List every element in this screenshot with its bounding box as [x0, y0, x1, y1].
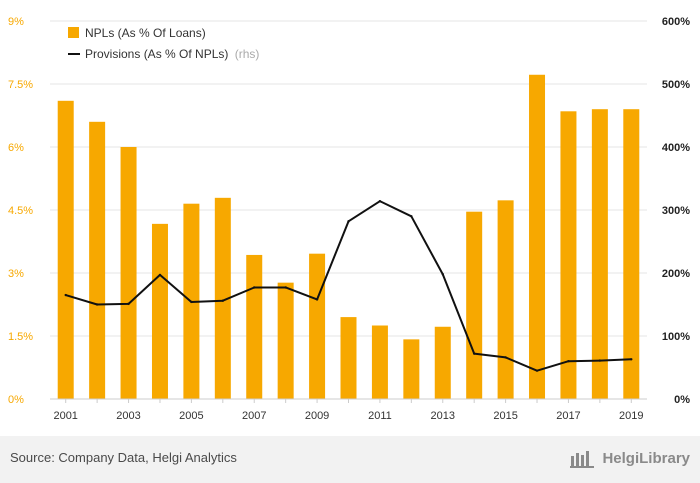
legend-label-provisions: Provisions (As % Of NPLs) (rhs): [85, 47, 259, 61]
npl-bar-2019: [623, 109, 640, 399]
provisions-point-2012: [410, 215, 413, 218]
x-tick-label-2007: 2007: [242, 410, 266, 422]
x-tick-label-2019: 2019: [619, 410, 643, 422]
brand-name: HelgiLibrary: [602, 449, 690, 467]
library-icon: [570, 451, 595, 468]
provisions-point-2006: [221, 299, 225, 302]
provisions-point-2018: [598, 359, 602, 362]
npl-bar-2006: [214, 197, 231, 399]
x-tick-label-2003: 2003: [116, 410, 140, 422]
legend-label-provisions-suffix: (rhs): [235, 47, 260, 61]
y-left-tick-label: 6%: [8, 142, 24, 154]
npl-bar-2010: [340, 317, 357, 399]
npl-bar-2002: [89, 121, 106, 400]
npl-bar-2004: [151, 223, 168, 399]
y-right-tick-label: 600%: [662, 16, 690, 28]
x-tick-label-2005: 2005: [179, 410, 203, 422]
npl-bar-2007: [246, 254, 263, 399]
gridlines: [50, 20, 647, 400]
provisions-point-2003: [127, 302, 130, 306]
x-tick-label-2017: 2017: [556, 410, 580, 422]
y-right-tick-label: 100%: [662, 331, 690, 343]
npl-bar-2018: [591, 109, 608, 399]
npl-bar-2011: [371, 325, 388, 399]
npl-bars: [57, 74, 640, 400]
legend: NPLs (As % Of Loans) Provisions (As % Of…: [68, 26, 259, 61]
x-tick-label-2009: 2009: [305, 410, 329, 422]
provisions-point-2011: [378, 199, 382, 203]
provisions-point-2016: [535, 369, 539, 372]
footer: Source: Company Data, Helgi Analytics He…: [0, 436, 700, 483]
npl-bar-2003: [120, 147, 137, 399]
x-tick-label-2015: 2015: [493, 410, 517, 422]
provisions-point-2015: [504, 356, 507, 359]
axes: 0% 0% 1.5% 100% 3% 200% 4.5% 300% 6% 400% 7.5% 500%…: [8, 16, 690, 422]
provisions-point-2009: [315, 298, 319, 301]
y-right-tick-label: 200%: [662, 268, 690, 280]
y-right-tick-label: 500%: [662, 79, 690, 91]
npl-bar-2016: [529, 74, 546, 399]
provisions-point-2019: [630, 358, 633, 361]
provisions-point-2008: [284, 286, 287, 289]
y-right-tick-label: 400%: [662, 142, 690, 154]
y-right-tick-label: 0%: [674, 394, 690, 406]
npl-bar-2015: [497, 200, 514, 399]
source-text: Source: Company Data, Helgi Analytics: [10, 450, 237, 465]
provisions-point-2001: [64, 293, 67, 297]
legend-label-npls: NPLs (As % Of Loans): [85, 26, 206, 40]
y-left-tick-label: 4.5%: [8, 205, 33, 217]
npl-bar-2013: [434, 326, 451, 399]
provisions-point-2013: [441, 273, 444, 276]
provisions-point-2007: [253, 286, 256, 289]
provisions-point-2004: [158, 273, 162, 277]
x-tick-label-2011: 2011: [368, 410, 392, 422]
legend-swatch-npls: [68, 27, 79, 38]
provisions-point-2005: [190, 300, 193, 304]
y-left-tick-label: 7.5%: [8, 79, 33, 91]
provisions-point-2010: [347, 220, 350, 223]
y-left-tick-label: 0%: [8, 394, 24, 406]
legend-label-provisions-name: Provisions (As % Of NPLs): [85, 47, 228, 61]
y-left-tick-label: 9%: [8, 16, 24, 28]
npl-bar-2001: [57, 100, 74, 400]
npl-bar-2014: [466, 211, 483, 399]
chart-plot: 0% 0% 1.5% 100% 3% 200% 4.5% 300% 6% 400% 7.5% 500%…: [8, 16, 690, 422]
npl-bar-2012: [403, 339, 420, 399]
provisions-line: [64, 199, 633, 372]
x-tick-label-2001: 2001: [53, 410, 77, 422]
provisions-point-2002: [95, 303, 99, 306]
brand-logo: HelgiLibrary: [570, 448, 690, 468]
y-left-tick-label: 1.5%: [8, 331, 33, 343]
npl-bar-2017: [560, 111, 577, 400]
y-left-tick-label: 3%: [8, 268, 24, 280]
y-right-tick-label: 300%: [662, 205, 690, 217]
provisions-point-2017: [567, 360, 570, 363]
provisions-point-2014: [472, 352, 476, 355]
npl-bar-2008: [277, 282, 294, 399]
npl-bar-2009: [309, 253, 326, 399]
x-tick-label-2013: 2013: [431, 410, 455, 422]
